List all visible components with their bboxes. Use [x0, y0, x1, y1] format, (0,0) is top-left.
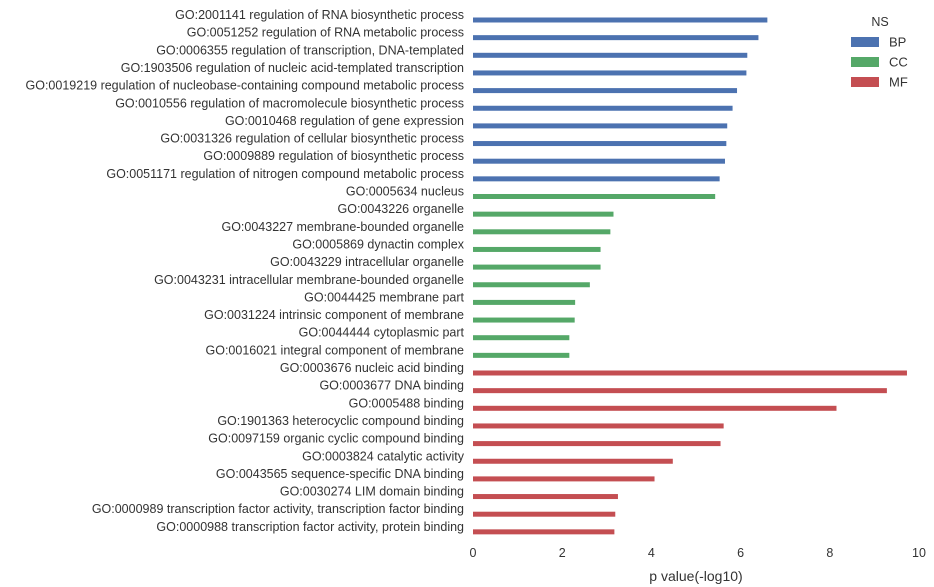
category-label: GO:0030274 LIM domain binding: [280, 485, 464, 499]
category-label: GO:1901363 heterocyclic compound binding: [217, 414, 464, 428]
x-tick-label: 4: [648, 546, 655, 560]
bar-mf: [473, 511, 616, 517]
bar-cc: [473, 335, 570, 341]
category-label: GO:0000989 transcription factor activity…: [92, 502, 464, 516]
bar-mf: [473, 388, 887, 394]
category-label: GO:0006355 regulation of transcription, …: [156, 43, 464, 57]
category-label: GO:0043226 organelle: [338, 202, 465, 216]
x-tick-label: 10: [912, 546, 926, 560]
legend-label-bp: BP: [889, 35, 906, 50]
bar-cc: [473, 282, 590, 288]
bar-bp: [473, 17, 768, 23]
bar-mf: [473, 405, 837, 411]
x-tick-label: 2: [559, 546, 566, 560]
bar-bp: [473, 176, 720, 182]
category-label: GO:1903506 regulation of nucleic acid-te…: [121, 61, 464, 75]
category-label: GO:0051252 regulation of RNA metabolic p…: [187, 26, 464, 40]
bar-mf: [473, 370, 907, 376]
bar-cc: [473, 264, 601, 270]
category-label: GO:0009889 regulation of biosynthetic pr…: [203, 149, 464, 163]
category-label: GO:0003676 nucleic acid binding: [280, 361, 464, 375]
category-labels-layer: GO:2001141 regulation of RNA biosyntheti…: [26, 8, 465, 534]
bar-mf: [473, 476, 655, 482]
bar-cc: [473, 246, 601, 252]
category-label: GO:0043231 intracellular membrane-bounde…: [154, 273, 464, 287]
x-axis-title: p value(-log10): [649, 568, 742, 584]
bar-bp: [473, 52, 748, 58]
bar-bp: [473, 123, 728, 129]
category-label: GO:0044425 membrane part: [304, 290, 464, 304]
bar-cc: [473, 317, 575, 323]
category-label: GO:0005634 nucleus: [346, 185, 464, 199]
bar-mf: [473, 494, 618, 500]
bar-cc: [473, 352, 570, 358]
category-label: GO:0031224 intrinsic component of membra…: [204, 308, 464, 322]
category-label: GO:0003677 DNA binding: [319, 379, 464, 393]
category-label: GO:0010468 regulation of gene expression: [225, 114, 464, 128]
bar-cc: [473, 229, 611, 235]
x-tick-label: 6: [737, 546, 744, 560]
legend-swatch-mf: [851, 77, 879, 87]
legend-title: NS: [871, 15, 888, 29]
bar-mf: [473, 441, 721, 447]
x-tick-label: 8: [826, 546, 833, 560]
bar-bp: [473, 70, 747, 76]
x-tick-label: 0: [470, 546, 477, 560]
category-label: GO:0003824 catalytic activity: [302, 449, 465, 463]
bar-bp: [473, 141, 727, 147]
bar-bp: [473, 35, 759, 41]
legend-items: BP CC MF: [851, 35, 908, 90]
bars-layer: [473, 17, 907, 535]
category-label: GO:0097159 organic cyclic compound bindi…: [208, 432, 464, 446]
category-label: GO:0043227 membrane-bounded organelle: [221, 220, 464, 234]
category-label: GO:0019219 regulation of nucleobase-cont…: [26, 79, 464, 93]
category-label: GO:0043565 sequence-specific DNA binding: [216, 467, 464, 481]
category-label: GO:0000988 transcription factor activity…: [156, 520, 464, 534]
bar-cc: [473, 194, 716, 199]
category-label: GO:2001141 regulation of RNA biosyntheti…: [175, 8, 464, 22]
legend-swatch-bp: [851, 37, 879, 47]
bar-mf: [473, 458, 673, 464]
bar-bp: [473, 88, 738, 94]
category-label: GO:0043229 intracellular organelle: [270, 255, 464, 269]
category-label: GO:0005488 binding: [349, 396, 464, 410]
legend: NS BP CC MF: [851, 15, 908, 90]
bar-mf: [473, 529, 615, 535]
bar-bp: [473, 105, 733, 111]
category-label: GO:0010556 regulation of macromolecule b…: [115, 96, 464, 110]
legend-label-cc: CC: [889, 55, 908, 70]
bar-cc: [473, 299, 576, 305]
legend-swatch-cc: [851, 57, 879, 67]
x-ticks-layer: 0 2 4 6 8 10: [470, 546, 926, 560]
bar-cc: [473, 211, 614, 217]
bar-mf: [473, 423, 724, 429]
bar-bp: [473, 158, 725, 164]
legend-label-mf: MF: [889, 75, 908, 90]
category-label: GO:0031326 regulation of cellular biosyn…: [160, 132, 464, 146]
category-label: GO:0044444 cytoplasmic part: [299, 326, 465, 340]
category-label: GO:0005869 dynactin complex: [292, 237, 464, 251]
category-label: GO:0051171 regulation of nitrogen compou…: [106, 167, 464, 181]
category-label: GO:0016021 integral component of membran…: [206, 343, 465, 357]
